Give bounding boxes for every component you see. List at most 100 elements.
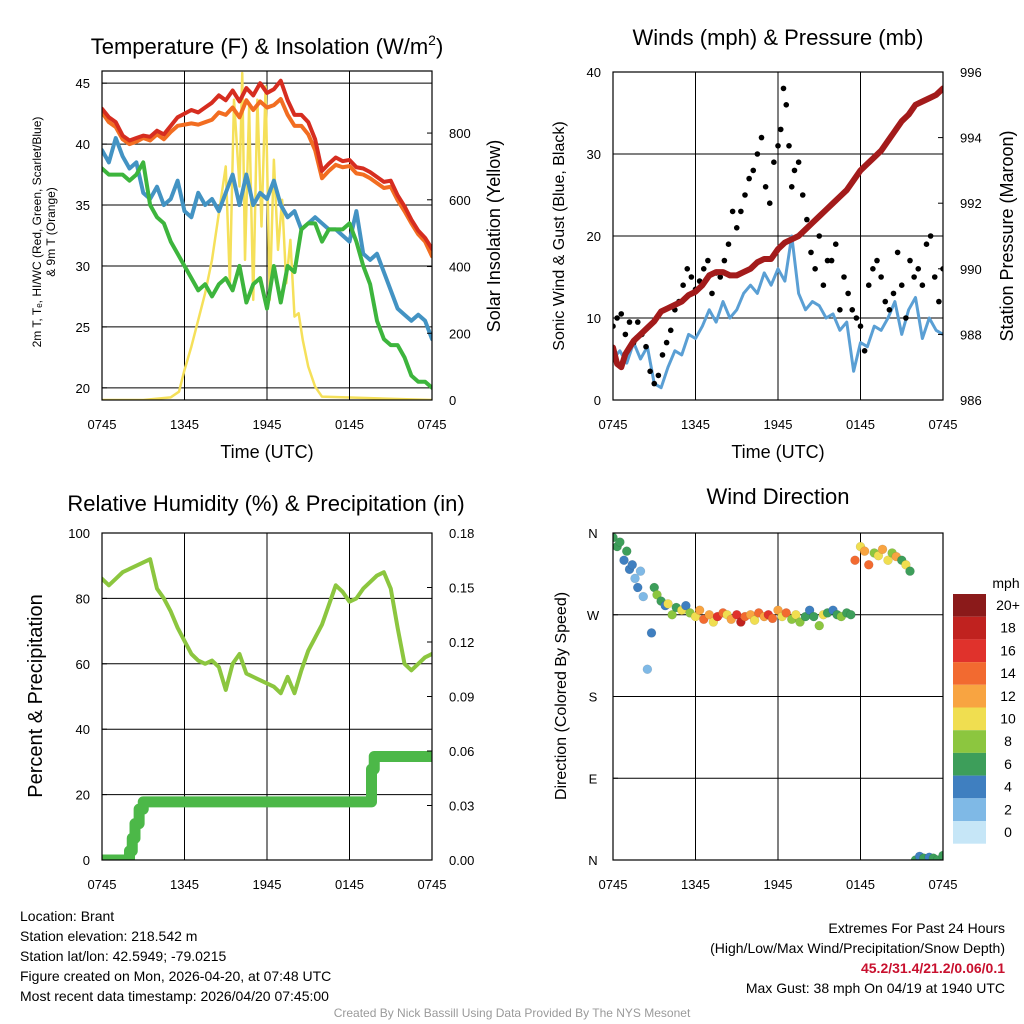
winds-xtick-label: 0745 (599, 417, 628, 432)
direction-point (804, 605, 815, 615)
direction-point (615, 537, 625, 547)
direction-point (630, 573, 640, 584)
direction-point (635, 566, 646, 576)
winds-ytick-label: 30 (587, 147, 601, 162)
direction-point (883, 555, 893, 565)
gust-point (780, 85, 787, 92)
gust-point (688, 274, 695, 280)
temperature-ytick-label: 45 (76, 76, 90, 91)
temperature-ylabel-right: Solar Insolation (Yellow) (484, 140, 504, 332)
winds-ytick-right-label: 988 (960, 327, 982, 342)
humidity-ytick-right-label: 0.09 (449, 690, 474, 705)
speed-legend-swatch (953, 662, 986, 685)
gust-point (837, 307, 843, 313)
gust-point (717, 274, 724, 280)
winds-title: Winds (mph) & Pressure (mb) (633, 25, 924, 50)
gust-point (775, 143, 781, 149)
direction-xtick-label: 1345 (681, 877, 710, 892)
humidity-panel: Relative Humidity (%) & Precipitation (i… (25, 491, 474, 892)
gust-point (680, 282, 686, 289)
humidity-ytick-label: 100 (68, 526, 90, 541)
gust-point (812, 266, 818, 272)
gust-point (898, 282, 905, 289)
gust-point (808, 249, 814, 256)
winds-ytick-label: 40 (587, 65, 601, 80)
gust-point (795, 159, 802, 165)
direction-point (767, 613, 778, 624)
gust-point (841, 274, 847, 280)
winds-ytick-label: 20 (587, 229, 601, 244)
gust-point (655, 372, 662, 379)
winds-xtick-label: 1345 (681, 417, 710, 432)
rh-line (102, 557, 432, 696)
speed-legend-swatch (953, 821, 986, 844)
direction-point (690, 611, 701, 622)
winds-xtick-label: 1945 (764, 417, 793, 432)
speed-legend-label: 2 (1004, 801, 1012, 817)
gust-point (746, 175, 752, 182)
gust-point (709, 290, 715, 297)
temperature-ytick-label: 35 (76, 198, 90, 213)
gust-point (874, 257, 880, 264)
gust-point (799, 192, 806, 198)
winds-grid (613, 72, 943, 400)
gust-point (820, 282, 827, 289)
gust-point (700, 266, 707, 272)
temperature-xtick-label: 1945 (253, 417, 282, 432)
extremes-heading: Extremes For Past 24 Hours (828, 920, 1005, 936)
direction-ytick-label: S (589, 690, 598, 705)
gust-point (733, 225, 740, 231)
speed-legend-label: 18 (1000, 620, 1016, 636)
temperature-ylabel-line1: 2m T, Tₑ, HI/WC (Red, Green, Scarlet/Blu… (30, 117, 44, 348)
temperature-xlabel: Time (UTC) (220, 442, 313, 462)
speed-legend-swatch (953, 752, 986, 776)
gust-point (865, 282, 872, 289)
humidity-series (102, 557, 432, 860)
temperature-panel: Temperature (F) & Insolation (W/m2) 0745… (30, 32, 504, 462)
temperature-ytick-label: 40 (76, 137, 90, 152)
temperature-xtick-label: 0745 (418, 417, 447, 432)
figure-created: Figure created on Mon, 2026-04-20, at 07… (20, 968, 332, 984)
direction-point (652, 590, 662, 600)
gust-point (832, 241, 839, 247)
winds-ylabel-right: Station Pressure (Maroon) (997, 130, 1017, 341)
speed-legend: mph 20+ 18 16 14 12 10 8 6 4 2 0 (953, 575, 1020, 844)
gust-point (622, 331, 629, 338)
gust-point (771, 159, 777, 165)
gust-point (647, 368, 653, 375)
humidity-xtick-label: 1345 (170, 877, 199, 892)
gust-point (618, 311, 625, 317)
gust-point (783, 102, 790, 108)
max-gust: Max Gust: 38 mph On 04/19 at 1940 UTC (745, 980, 1005, 996)
gust-point (936, 298, 942, 305)
direction-ytick-label: N (588, 853, 597, 868)
direction-point (633, 582, 643, 593)
direction-point (622, 546, 632, 556)
recent-timestamp: Most recent data timestamp: 2026/04/20 0… (20, 988, 329, 1004)
temperature-xtick-label: 1345 (170, 417, 199, 432)
gust-point (626, 319, 633, 325)
humidity-ytick-label: 20 (76, 788, 90, 803)
gust-point (684, 266, 691, 272)
humidity-ytick-label: 80 (76, 591, 90, 606)
gust-point (786, 143, 792, 149)
gust-point (754, 151, 761, 157)
gust-point (849, 307, 856, 313)
temp2m-line (102, 78, 432, 251)
credit-line: Created By Nick Bassill Using Data Provi… (333, 1006, 691, 1020)
temperature-ytick-right-label: 0 (449, 393, 456, 408)
humidity-ytick-right-label: 0.18 (449, 526, 474, 541)
direction-point (809, 611, 819, 622)
direction-point (814, 620, 824, 631)
direction-point (694, 605, 705, 615)
direction-xtick-label: 0145 (846, 877, 875, 892)
direction-point (877, 544, 888, 555)
direction-ytick-label: W (587, 608, 600, 623)
temperature-ytick-right-label: 600 (449, 193, 471, 208)
direction-point (681, 600, 691, 611)
speed-legend-swatch (953, 616, 986, 640)
gust-point (659, 352, 666, 358)
direction-point (663, 599, 673, 609)
temperature-ytick-label: 30 (76, 259, 90, 274)
